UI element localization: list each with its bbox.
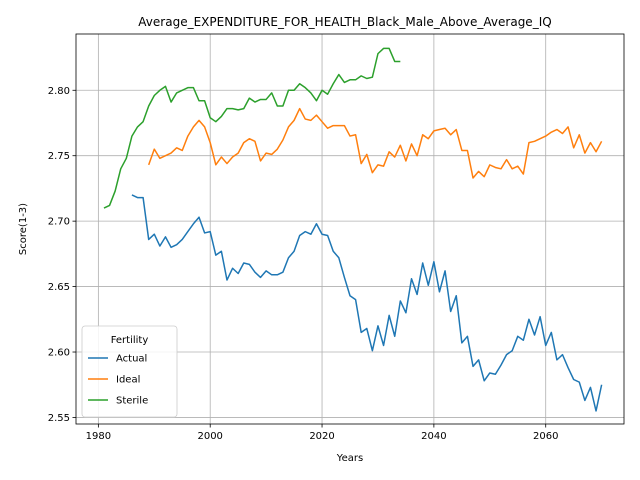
x-tick-label: 2060 — [533, 431, 558, 442]
series-line-ideal — [147, 107, 603, 179]
legend-box — [81, 325, 178, 418]
legend: Fertility Actual Ideal Sterile — [81, 325, 178, 418]
y-tick-label: 2.60 — [48, 348, 70, 359]
x-tick-label: 2000 — [197, 431, 222, 442]
y-tick-label: 2.55 — [48, 413, 70, 424]
legend-label-ideal: Ideal — [116, 375, 140, 386]
y-tick-label: 2.80 — [48, 86, 70, 97]
x-tick-label: 2040 — [421, 431, 446, 442]
legend-label-actual: Actual — [116, 354, 147, 365]
legend-title: Fertility — [111, 335, 149, 346]
x-tick-label: 1980 — [86, 431, 111, 442]
y-tick-label: 2.65 — [48, 282, 70, 293]
grid — [76, 34, 624, 424]
y-tick-label: 2.70 — [48, 217, 70, 228]
plot-frame — [75, 33, 625, 425]
x-tick-label: 2020 — [309, 431, 334, 442]
x-axis-label: Years — [336, 453, 363, 464]
x-axis: 1980 2000 2020 2040 2060 — [86, 424, 558, 442]
legend-label-sterile: Sterile — [116, 396, 148, 407]
series-line-sterile — [103, 47, 401, 209]
chart-title: Average_EXPENDITURE_FOR_HEALTH_Black_Mal… — [138, 15, 551, 29]
y-tick-label: 2.75 — [48, 151, 70, 162]
series-line-actual — [131, 194, 603, 412]
y-axis: 2.55 2.60 2.65 2.70 2.75 2.80 — [48, 86, 76, 424]
y-axis-label: Score(1-3) — [18, 203, 29, 255]
series-lines — [103, 47, 603, 412]
